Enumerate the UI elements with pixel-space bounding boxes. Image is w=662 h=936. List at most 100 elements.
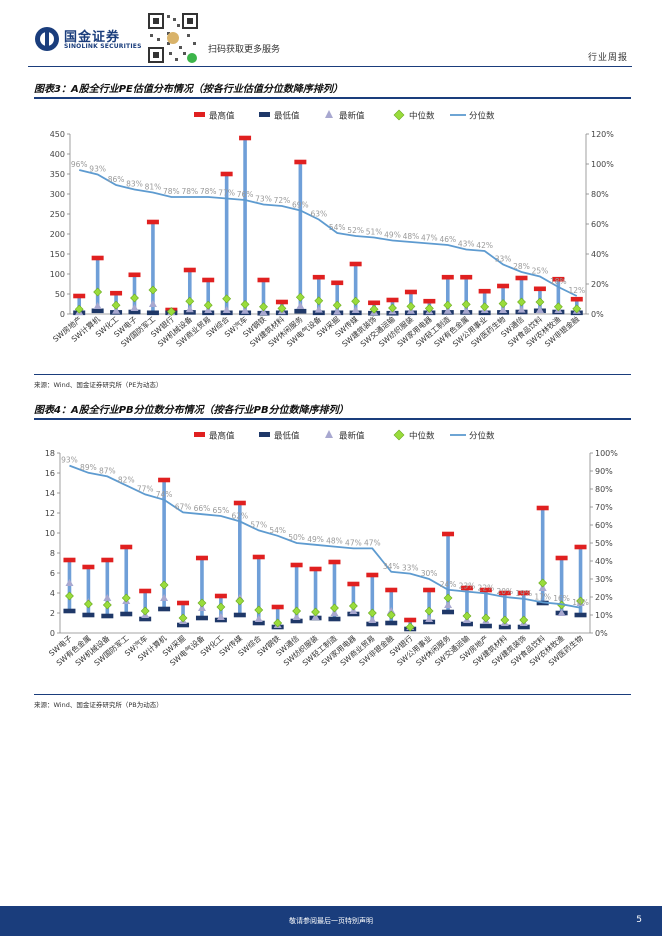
percentile-label: 67% [175,502,192,511]
percentile-label: 89% [80,463,97,472]
percentile-label: 47% [364,538,381,547]
min-marker [82,612,95,618]
latest-marker [444,601,453,608]
min-marker [290,618,303,624]
percentile-label: 51% [366,228,383,237]
figure4-source: 来源：Wind、国金证券研究所（PB为动态） [34,701,163,709]
percentile-label: 47% [345,538,362,547]
range-bar [200,558,204,618]
max-marker [366,572,379,578]
max-marker [385,587,398,593]
latest-marker [254,615,263,622]
median-marker [405,622,415,632]
legend-swatch-median [393,429,405,441]
legend-swatch-min [259,112,270,117]
range-bar [187,270,192,313]
median-marker [121,593,131,603]
percentile-label: 52% [347,226,364,235]
category-group: SW传媒 [217,500,246,658]
median-marker [424,606,434,616]
company-name-en: SINOLINK SECURITIES [64,43,142,50]
legend-label: 最新值 [339,431,365,442]
company-logo-icon [35,27,59,51]
percentile-label: 43% [458,240,475,249]
median-marker [311,607,320,617]
percentile-label: 73% [255,195,272,204]
range-bar [484,590,488,626]
min-marker [460,621,473,627]
legend-label: 最低值 [274,111,300,122]
qr-caption: 扫码获取更多服务 [208,45,281,55]
median-marker [462,611,472,621]
y-tick-label-left: 150 [50,250,65,259]
latest-marker [148,300,157,307]
range-bar [95,258,100,311]
latest-marker [241,306,250,314]
y-tick-label-left: 450 [50,130,65,139]
figure4-bottom-rule [34,694,631,695]
range-bar [298,162,303,312]
max-marker [220,171,233,177]
category-group: SW休闲服务 [266,159,307,349]
min-marker [91,308,104,314]
median-marker [277,303,287,313]
range-bar [316,277,321,313]
y-tick-label-right: 80% [595,485,613,494]
median-marker [102,600,112,610]
min-marker [101,613,114,619]
legend-swatch-latest [325,430,333,438]
latest-marker [112,306,121,314]
max-marker [423,587,436,593]
range-bar [540,508,545,603]
y-tick-label-right: 100% [595,449,618,458]
latest-marker [557,609,566,616]
median-marker [254,605,264,615]
max-marker [73,293,86,299]
median-marker [332,300,342,310]
median-marker [197,598,207,608]
max-marker [552,276,565,282]
range-bar [556,279,561,312]
max-marker [110,290,123,296]
max-marker [214,593,227,599]
latest-marker [185,305,194,313]
y-tick-label-right: 100% [591,160,614,169]
range-bar [86,567,91,615]
range-bar [521,593,526,627]
percentile-label: 16% [553,594,570,603]
min-marker [177,622,190,628]
y-tick-label-right: 80% [591,190,609,199]
y-tick-label-left: 4 [50,589,55,598]
percentile-label: 33% [495,255,512,264]
figure4-title: 图表4：A股全行业PB分位数分布情况（按各行业PB分位数降序排列） [34,405,349,416]
median-marker [535,297,545,307]
median-marker [130,293,139,303]
y-tick-label-right: 10% [595,611,613,620]
max-marker [177,600,190,606]
qr-code-icon[interactable] [147,12,199,64]
latest-marker [93,302,102,309]
latest-marker [349,607,358,614]
percentile-label: 18% [550,277,567,286]
percentile-label: 19% [515,589,532,598]
range-bar [465,588,469,624]
min-marker [366,621,379,627]
median-marker [203,300,213,310]
pe-valuation-chart: 最高值 最低值 最新值 中位数 分位数 0 50 100 150 200 250 300 350 400 4… [50,109,614,349]
latest-marker [296,302,305,309]
percentile-label: 14% [572,598,589,607]
range-bar [351,584,356,614]
min-marker [63,608,76,614]
max-marker [478,288,491,294]
range-bar [353,264,358,313]
percentile-label: 24% [440,580,457,589]
y-tick-label-left: 0 [60,310,65,319]
latest-marker [517,305,526,313]
y-tick-label-right: 30% [595,575,613,584]
max-marker [91,255,104,261]
percentile-label: 74% [156,490,173,499]
legend-swatch-latest [325,110,333,118]
median-marker [519,615,529,625]
y-tick-label-left: 100 [50,270,65,279]
latest-marker [351,306,360,313]
